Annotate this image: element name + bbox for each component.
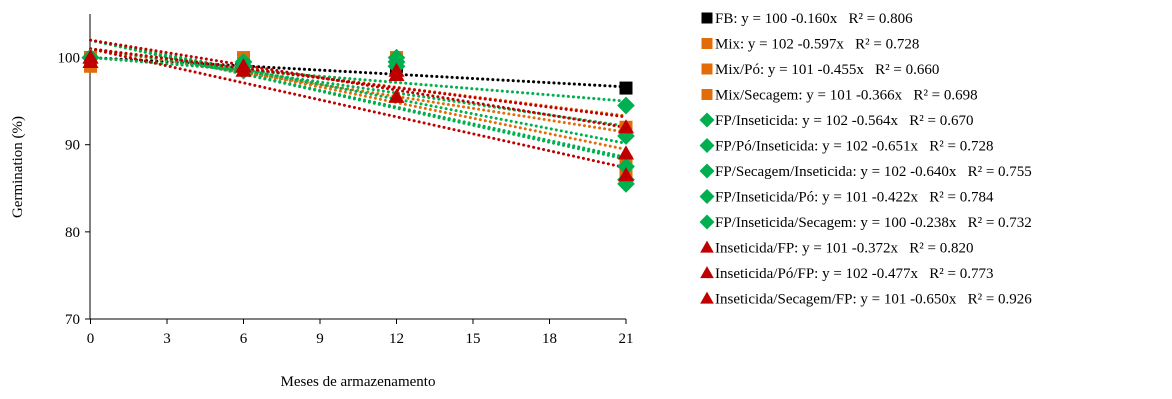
- plot-area: 70 80 90 100 0 3 6 9 12 15 18 21: [58, 14, 635, 347]
- legend-marker: [699, 163, 715, 179]
- y-tick-label: 90: [65, 138, 80, 154]
- x-tick-label: 12: [389, 331, 404, 347]
- legend-label: FP/Pó/Inseticida: y = 102 -0.651x R² = 0…: [715, 139, 994, 155]
- data-point: [235, 62, 252, 77]
- legend-item: Mix/Secagem: y = 101 -0.366x R² = 0.698: [701, 88, 978, 104]
- trendline: [89, 47, 628, 134]
- legend-marker: [699, 138, 715, 153]
- legend-item: Mix/Pó: y = 101 -0.455x R² = 0.660: [701, 62, 939, 78]
- trendline: [89, 38, 628, 159]
- data-point: [617, 157, 635, 176]
- trendline: [89, 56, 628, 103]
- legend-item: FP/Inseticida: y = 102 -0.564x R² = 0.67…: [699, 112, 974, 129]
- legend-marker: [700, 266, 714, 279]
- legend-label: Inseticida/FP: y = 101 -0.372x R² = 0.82…: [715, 241, 974, 257]
- y-tick-label: 80: [65, 225, 80, 241]
- trendline: [89, 47, 628, 170]
- legend-label: Inseticida/Pó/FP: y = 102 -0.477x R² = 0…: [715, 266, 994, 282]
- legend-label: Mix: y = 102 -0.597x R² = 0.728: [715, 37, 919, 53]
- legend-marker: [700, 240, 714, 253]
- legend-label: Mix/Pó: y = 101 -0.455x R² = 0.660: [715, 62, 939, 78]
- trendlines: [89, 38, 628, 170]
- legend-label: Mix/Secagem: y = 101 -0.366x R² = 0.698: [715, 88, 978, 104]
- legend-marker: [700, 291, 714, 304]
- trendline: [89, 38, 628, 145]
- legend-marker: [701, 12, 713, 24]
- legend-item: FP/Inseticida/Secagem: y = 100 -0.238x R…: [699, 214, 1032, 231]
- legend-item: Inseticida/Pó/FP: y = 102 -0.477x R² = 0…: [700, 266, 994, 282]
- legend-label: FP/Inseticida/Pó: y = 101 -0.422x R² = 0…: [715, 190, 994, 206]
- legend-marker: [699, 189, 715, 204]
- x-tick-label: 15: [466, 331, 481, 347]
- legend: FB: y = 100 -0.160x R² = 0.806 Mix: y = 1…: [699, 11, 1032, 308]
- y-axis-ticks: 70 80 90 100: [58, 51, 90, 328]
- data-point: [617, 145, 635, 160]
- legend-marker: [701, 63, 713, 75]
- legend-marker: [701, 38, 713, 49]
- trendline: [89, 47, 628, 128]
- legend-item: FP/Secagem/Inseticida: y = 102 -0.640x R…: [699, 163, 1032, 180]
- data-point: [617, 127, 635, 145]
- legend-label: FP/Inseticida/Secagem: y = 100 -0.238x R…: [715, 215, 1032, 231]
- legend-label: FP/Inseticida: y = 102 -0.564x R² = 0.67…: [715, 113, 974, 129]
- y-tick-label: 70: [65, 312, 80, 328]
- x-tick-label: 0: [87, 331, 95, 347]
- legend-item: Inseticida/Secagem/FP: y = 101 -0.650x R…: [700, 292, 1032, 308]
- data-point: [617, 119, 635, 134]
- x-tick-label: 3: [163, 331, 171, 347]
- legend-marker: [699, 112, 715, 128]
- legend-item: FB: y = 100 -0.160x R² = 0.806: [701, 11, 913, 27]
- y-axis-title: Germination (%): [10, 116, 26, 218]
- x-tick-label: 9: [316, 331, 324, 347]
- data-point: [617, 96, 635, 115]
- legend-label: FP/Secagem/Inseticida: y = 102 -0.640x R…: [715, 164, 1032, 180]
- legend-label: Inseticida/Secagem/FP: y = 101 -0.650x R…: [715, 292, 1032, 308]
- legend-item: FP/Inseticida/Pó: y = 101 -0.422x R² = 0…: [699, 189, 994, 206]
- x-axis-title: Meses de armazenamento: [281, 374, 436, 390]
- x-axis-ticks: 0 3 6 9 12 15 18 21: [87, 319, 634, 347]
- trendline: [89, 38, 628, 129]
- legend-marker: [699, 214, 715, 230]
- legend-label: FB: y = 100 -0.160x R² = 0.806: [715, 11, 913, 27]
- data-point: [617, 167, 635, 182]
- legend-item: Mix: y = 102 -0.597x R² = 0.728: [701, 37, 919, 53]
- data-point: [82, 49, 99, 64]
- legend-item: FP/Pó/Inseticida: y = 102 -0.651x R² = 0…: [699, 138, 994, 155]
- x-tick-label: 18: [542, 331, 557, 347]
- data-points: [81, 48, 635, 193]
- data-point: [619, 81, 633, 95]
- y-tick-label: 100: [58, 51, 81, 67]
- x-tick-label: 21: [619, 331, 634, 347]
- data-point: [388, 88, 405, 103]
- legend-item: Inseticida/FP: y = 101 -0.372x R² = 0.82…: [700, 240, 974, 257]
- data-point: [388, 62, 405, 77]
- legend-marker: [701, 89, 713, 100]
- x-tick-label: 6: [240, 331, 248, 347]
